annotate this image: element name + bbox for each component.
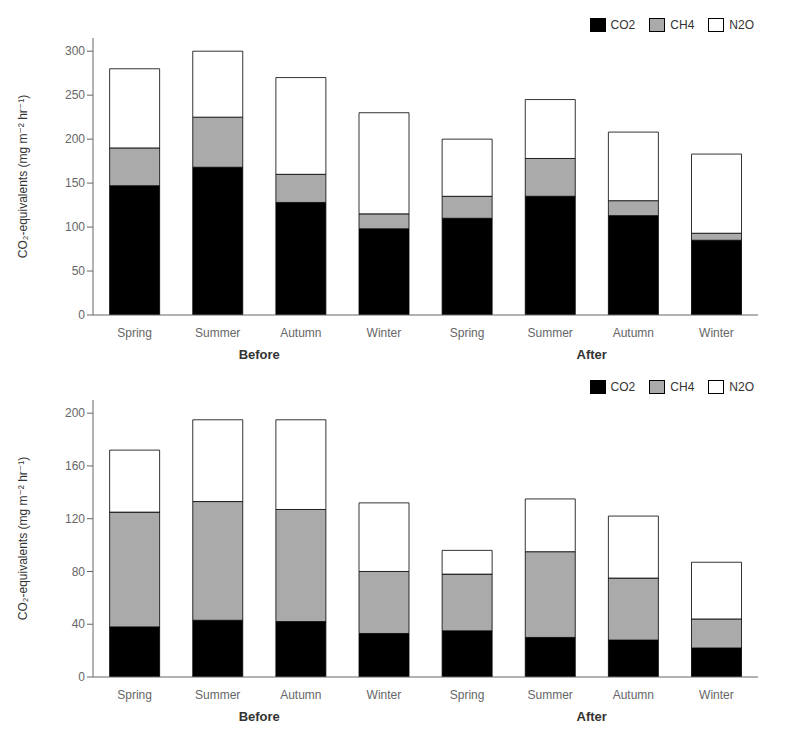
svg-text:250: 250: [65, 88, 85, 102]
svg-text:Winter: Winter: [367, 326, 402, 340]
html-text:CO2: CO2: [610, 18, 636, 32]
svg-text:80: 80: [72, 565, 86, 579]
html-text:N2O: N2O: [729, 18, 754, 32]
svg-text:0: 0: [78, 308, 85, 322]
svg-text:After: After: [577, 347, 607, 362]
svg-text:CO₂-equivalents (mg m⁻² hr⁻¹): CO₂-equivalents (mg m⁻² hr⁻¹): [16, 457, 30, 620]
html-text:CO2: CO2: [610, 380, 636, 394]
svg-text:Winter: Winter: [699, 688, 734, 702]
svg-text:Spring: Spring: [450, 688, 485, 702]
svg-text:Autumn: Autumn: [613, 688, 654, 702]
svg-text:Autumn: Autumn: [280, 688, 321, 702]
svg-text:Autumn: Autumn: [613, 326, 654, 340]
svg-text:After: After: [577, 709, 607, 724]
svg-text:200: 200: [65, 406, 85, 420]
svg-text:Winter: Winter: [367, 688, 402, 702]
svg-text:Winter: Winter: [699, 326, 734, 340]
svg-text:Summer: Summer: [528, 326, 573, 340]
svg-text:40: 40: [72, 617, 86, 631]
svg-text:Spring: Spring: [450, 326, 485, 340]
svg-text:50: 50: [72, 264, 86, 278]
svg-text:Spring: Spring: [117, 688, 152, 702]
svg-text:Summer: Summer: [528, 688, 573, 702]
svg-text:Before: Before: [239, 347, 280, 362]
html-text:N2O: N2O: [729, 380, 754, 394]
svg-text:CO₂-equivalents (mg m⁻² hr⁻¹): CO₂-equivalents (mg m⁻² hr⁻¹): [16, 95, 30, 258]
html-text:CH4: CH4: [670, 18, 695, 32]
svg-text:Summer: Summer: [195, 688, 240, 702]
svg-text:100: 100: [65, 220, 85, 234]
svg-text:Summer: Summer: [195, 326, 240, 340]
svg-text:200: 200: [65, 132, 85, 146]
svg-text:150: 150: [65, 176, 85, 190]
svg-text:Spring: Spring: [117, 326, 152, 340]
svg-text:Autumn: Autumn: [280, 326, 321, 340]
svg-text:Before: Before: [239, 709, 280, 724]
svg-text:0: 0: [78, 670, 85, 684]
html-text:CH4: CH4: [670, 380, 695, 394]
svg-text:300: 300: [65, 44, 85, 58]
svg-text:160: 160: [65, 459, 85, 473]
svg-text:120: 120: [65, 512, 85, 526]
